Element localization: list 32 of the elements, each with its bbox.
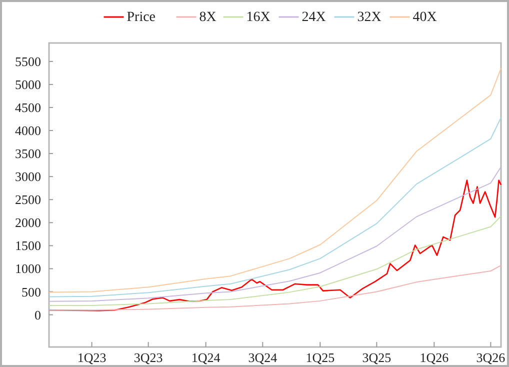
y-tick-label: 3500 (15, 146, 41, 162)
x-tick-label: 1Q24 (191, 350, 221, 365)
x-tick-label: 1Q26 (420, 350, 450, 365)
legend-label: 32X (357, 10, 382, 25)
x-tick-label: 1Q23 (77, 350, 106, 365)
x-tick-label: 3Q24 (248, 350, 278, 365)
y-tick-label: 1500 (15, 238, 41, 254)
x-tick-label: 3Q23 (134, 350, 163, 365)
legend-label: 24X (302, 10, 326, 25)
y-tick-label: 500 (22, 284, 41, 300)
legend-label: 40X (412, 10, 437, 25)
legend-label: Price (126, 10, 156, 25)
y-tick-label: 1000 (15, 261, 41, 276)
x-tick-label: 3Q26 (476, 350, 506, 365)
line-series (48, 216, 502, 306)
y-tick-label: 3000 (15, 169, 41, 184)
legend-label: 16X (246, 10, 270, 25)
y-tick-label: 5500 (15, 54, 41, 69)
line-series (48, 180, 502, 312)
y-tick-label: 4000 (15, 123, 41, 138)
y-tick-label: 2000 (15, 215, 41, 230)
line-series (48, 117, 502, 298)
x-tick-label: 1Q25 (306, 350, 335, 365)
y-tick-label: 2500 (15, 192, 41, 208)
line-series (48, 264, 502, 311)
line-series (48, 68, 502, 293)
legend-label: 8X (199, 10, 216, 25)
y-tick-label: 5000 (15, 77, 41, 92)
line-series (48, 166, 502, 302)
y-tick-label: 0 (34, 307, 41, 322)
y-tick-label: 4500 (15, 100, 41, 116)
x-tick-label: 3Q25 (362, 350, 392, 365)
